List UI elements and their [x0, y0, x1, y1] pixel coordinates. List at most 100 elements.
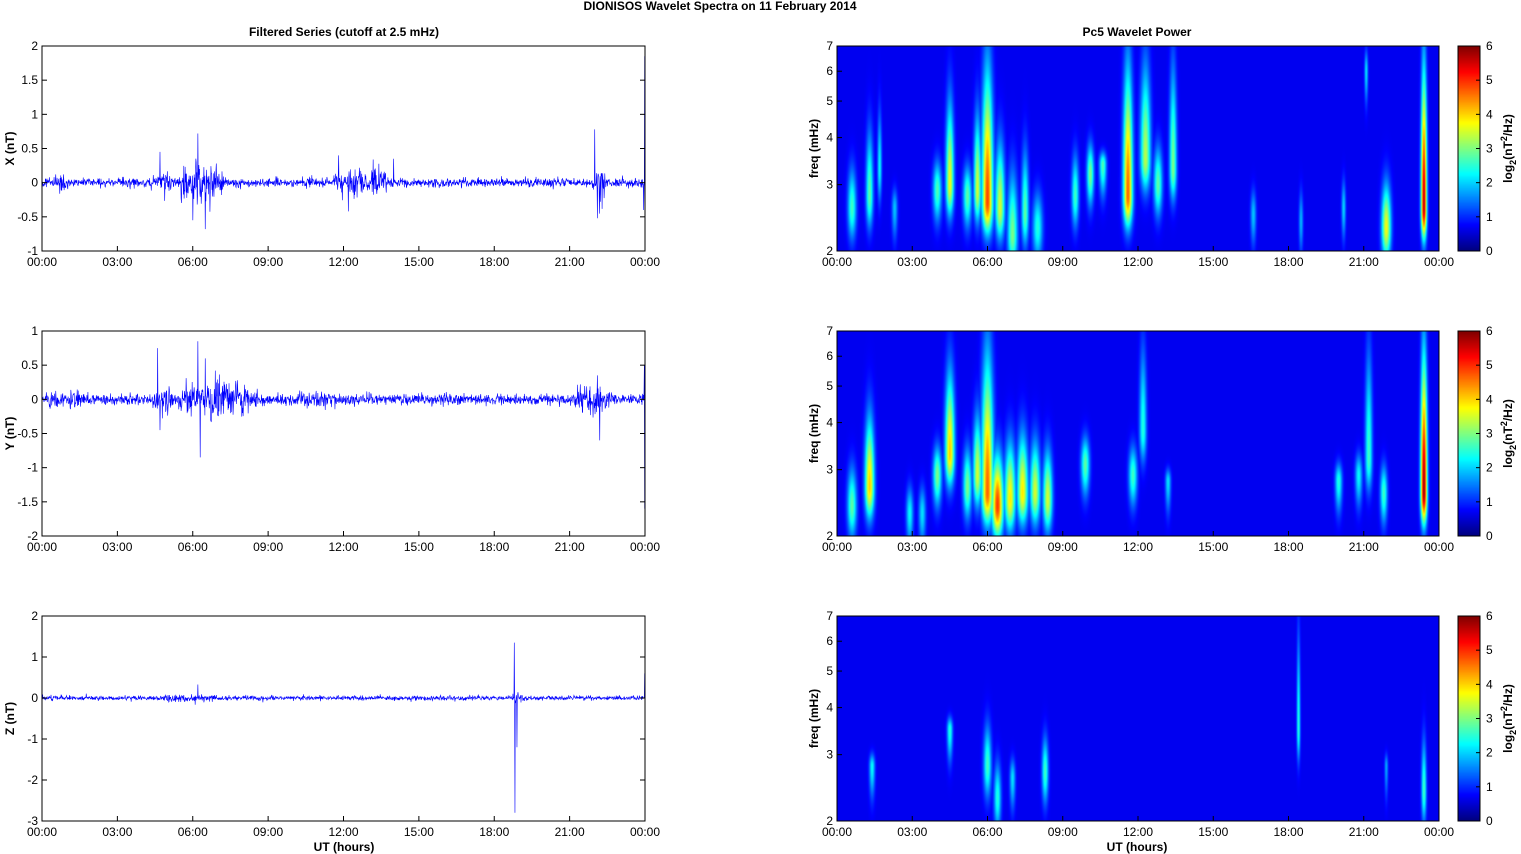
series-1-y-tick-label: 1.5	[21, 73, 38, 87]
spectrogram-3-y-tick-label: 5	[826, 664, 833, 678]
spectrogram-2-x-tick-label: 03:00	[897, 540, 927, 554]
spectrogram-2-x-tick-label: 06:00	[972, 540, 1002, 554]
series-2-trace	[41, 341, 646, 509]
spectrogram-1-x-tick-label: 06:00	[972, 255, 1002, 269]
spectrogram-3-colorbar-tick-label: 6	[1486, 609, 1493, 623]
spectrogram-3-colorbar-image	[1458, 616, 1480, 821]
spectrogram-2-image	[837, 331, 1439, 536]
spectrogram-2-colorbar-tick-label: 5	[1486, 358, 1493, 372]
spectrogram-2-colorbar-tick-label: 1	[1486, 495, 1493, 509]
series-1-trace	[41, 56, 646, 230]
spectrogram-1-colorbar-tick-label: 6	[1486, 39, 1493, 53]
spectrogram-1-colorbar-tick-label: 0	[1486, 244, 1493, 258]
spectrogram-2-y-tick-label: 2	[826, 529, 833, 543]
series-1-x-tick-label: 12:00	[328, 255, 358, 269]
spectrogram-2-colorbar-image	[1458, 331, 1480, 536]
series-1-y-tick-label: 2	[31, 39, 38, 53]
spectrogram-2-colorbar-label: log2(nT2/Hz)	[1499, 399, 1518, 468]
spectrogram-2-x-tick-label: 00:00	[1424, 540, 1454, 554]
series-3-x-tick-label: 09:00	[253, 825, 283, 839]
spectrogram-1-colorbar-tick-label: 4	[1486, 107, 1493, 121]
series-3-x-tick-label: 15:00	[404, 825, 434, 839]
spectrogram-1-x-tick-label: 15:00	[1198, 255, 1228, 269]
right-column-title: Pc5 Wavelet Power	[1083, 25, 1192, 39]
spectrogram-1-x-tick-label: 21:00	[1349, 255, 1379, 269]
spectrogram-3-x-tick-label: 12:00	[1123, 825, 1153, 839]
spectrogram-3-colorbar-tick-label: 4	[1486, 677, 1493, 691]
series-2-y-tick-label: 1	[31, 324, 38, 338]
spectrogram-2-colorbar-tick-label: 2	[1486, 461, 1493, 475]
series-3-y-tick-label: -3	[27, 814, 38, 828]
spectrogram-1-y-tick-label: 3	[826, 178, 833, 192]
spectrogram-3-canvas	[837, 616, 1439, 821]
series-1-y-tick-label: 0	[31, 176, 38, 190]
series-3-x-tick-label: 03:00	[102, 825, 132, 839]
spectrogram-1-y-tick-label: 7	[826, 39, 833, 53]
spectrogram-3-y-tick-label: 2	[826, 814, 833, 828]
series-3-x-tick-label: 12:00	[328, 825, 358, 839]
spectrogram-1-y-axis-label: freq (mHz)	[807, 119, 821, 178]
spectrogram-1-y-tick-label: 5	[826, 94, 833, 108]
figure-title: DIONISOS Wavelet Spectra on 11 February …	[584, 0, 857, 13]
spectrogram-1-canvas	[837, 46, 1439, 251]
series-2-y-axis-label: Y (nT)	[3, 417, 17, 451]
series-1-y-tick-label: 0.5	[21, 142, 38, 156]
spectrogram-2-x-tick-label: 18:00	[1273, 540, 1303, 554]
spectrogram-2-x-tick-label: 09:00	[1048, 540, 1078, 554]
spectrogram-1-colorbar-tick-label: 3	[1486, 142, 1493, 156]
spectrogram-1-colorbar-canvas	[1458, 46, 1480, 251]
spectrogram-2-x-tick-label: 00:00	[822, 540, 852, 554]
series-3-y-tick-label: -2	[27, 773, 38, 787]
series-1-y-axis-label: X (nT)	[3, 132, 17, 166]
spectrogram-2-y-tick-label: 7	[826, 324, 833, 338]
spectrogram-1-colorbar-tick-label: 1	[1486, 210, 1493, 224]
spectrogram-3-x-tick-label: 03:00	[897, 825, 927, 839]
spectrogram-1-x-tick-label: 09:00	[1048, 255, 1078, 269]
series-1-x-tick-label: 21:00	[555, 255, 585, 269]
spectrogram-3-colorbar-tick-label: 3	[1486, 712, 1493, 726]
spectrogram-3-y-tick-label: 3	[826, 748, 833, 762]
series-3-plot-area	[42, 616, 645, 821]
series-3-x-tick-label: 00:00	[27, 825, 57, 839]
series-2-x-tick-label: 00:00	[630, 540, 660, 554]
series-2-y-tick-label: -1	[27, 461, 38, 475]
spectrogram-1-x-tick-label: 00:00	[1424, 255, 1454, 269]
series-1-x-tick-label: 09:00	[253, 255, 283, 269]
right-x-axis-label: UT (hours)	[1107, 840, 1168, 854]
series-3-x-tick-label: 21:00	[555, 825, 585, 839]
series-3-x-tick-label: 00:00	[630, 825, 660, 839]
spectrogram-3-y-tick-label: 6	[826, 634, 833, 648]
spectrogram-3-colorbar-tick-label: 2	[1486, 746, 1493, 760]
series-3-x-tick-label: 06:00	[178, 825, 208, 839]
spectrogram-2-y-tick-label: 6	[826, 349, 833, 363]
series-1-x-tick-label: 03:00	[102, 255, 132, 269]
spectrogram-2-x-tick-label: 15:00	[1198, 540, 1228, 554]
spectrogram-1-y-tick-label: 4	[826, 131, 833, 145]
series-3-y-tick-label: 2	[31, 609, 38, 623]
spectrogram-1-x-tick-label: 18:00	[1273, 255, 1303, 269]
left-x-axis-label: UT (hours)	[314, 840, 375, 854]
spectrogram-3-y-axis-label: freq (mHz)	[807, 689, 821, 748]
series-1-y-tick-label: -0.5	[17, 210, 38, 224]
series-3-y-tick-label: 0	[31, 691, 38, 705]
left-column-title: Filtered Series (cutoff at 2.5 mHz)	[249, 25, 439, 39]
spectrogram-1-y-tick-label: 6	[826, 64, 833, 78]
spectrogram-3-x-tick-label: 09:00	[1048, 825, 1078, 839]
series-2-x-tick-label: 00:00	[27, 540, 57, 554]
series-1-x-tick-label: 18:00	[479, 255, 509, 269]
series-2-x-tick-label: 15:00	[404, 540, 434, 554]
series-2-y-tick-label: 0.5	[21, 358, 38, 372]
spectrogram-1-colorbar-label: log2(nT2/Hz)	[1499, 114, 1518, 183]
series-2-x-tick-label: 06:00	[178, 540, 208, 554]
spectrogram-3-colorbar-label: log2(nT2/Hz)	[1499, 684, 1518, 753]
spectrogram-2-colorbar-canvas	[1458, 331, 1480, 536]
spectrogram-3-colorbar-canvas	[1458, 616, 1480, 821]
spectrogram-3-x-tick-label: 00:00	[822, 825, 852, 839]
spectrogram-3-y-tick-label: 4	[826, 701, 833, 715]
series-2-y-tick-label: -2	[27, 529, 38, 543]
series-2-x-tick-label: 09:00	[253, 540, 283, 554]
spectrogram-1-image	[837, 46, 1439, 251]
spectrogram-3-x-tick-label: 15:00	[1198, 825, 1228, 839]
spectrogram-1-colorbar-image	[1458, 46, 1480, 251]
